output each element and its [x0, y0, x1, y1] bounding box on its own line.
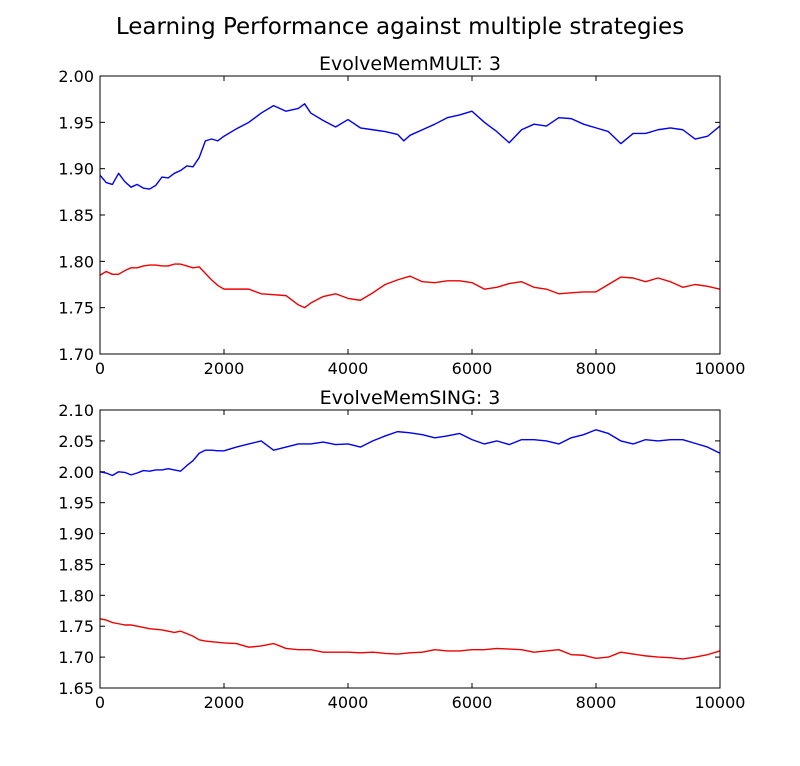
- y-tick-label: 2.10: [58, 401, 94, 420]
- x-tick-label: 4000: [328, 359, 369, 378]
- x-tick-label: 6000: [452, 359, 493, 378]
- x-tick-label: 2000: [204, 359, 245, 378]
- y-tick-label: 1.80: [58, 252, 94, 271]
- subplot-title: EvolveMemSING: 3: [320, 387, 501, 409]
- subplot-2: 0 2000 4000 6000 8000 10000 1.65 1.70 1.75 1.80 1.…: [58, 387, 745, 712]
- series-line-2: [99, 263, 721, 309]
- y-tick-label: 2.00: [58, 463, 94, 482]
- series-line-2: [99, 618, 721, 660]
- subplot-1: 0 2000 4000 6000 8000 10000 1.70 1.75 1.80 1.85 1.…: [58, 53, 745, 378]
- x-tick-label: 8000: [576, 693, 617, 712]
- y-tick-label: 1.75: [58, 617, 94, 636]
- y-tick-label: 1.80: [58, 586, 94, 605]
- x-tick-label: 0: [95, 359, 105, 378]
- x-tick-label: 2000: [204, 693, 245, 712]
- y-tick-label: 1.85: [58, 206, 94, 225]
- x-tick-label: 10000: [695, 693, 746, 712]
- y-tick-label: 1.95: [58, 113, 94, 132]
- subplot-title: EvolveMemMULT: 3: [319, 53, 501, 75]
- x-tick-label: 6000: [452, 693, 493, 712]
- y-tick-label: 2.05: [58, 432, 94, 451]
- x-tick-label: 4000: [328, 693, 369, 712]
- y-tick-label: 1.75: [58, 299, 94, 318]
- series-line-1: [99, 429, 721, 477]
- y-tick-label: 1.85: [58, 555, 94, 574]
- axes-frame: [99, 409, 721, 689]
- y-tick-label: 1.90: [58, 160, 94, 179]
- y-tick-label: 1.95: [58, 494, 94, 513]
- x-tick-label: 10000: [695, 359, 746, 378]
- series-line-1: [99, 103, 721, 190]
- x-tick-label: 8000: [576, 359, 617, 378]
- x-tick-label: 0: [95, 693, 105, 712]
- y-tick-label: 1.90: [58, 525, 94, 544]
- y-tick-label: 2.00: [58, 67, 94, 86]
- y-tick-label: 1.70: [58, 648, 94, 667]
- figure-title: Learning Performance against multiple st…: [116, 14, 684, 40]
- y-tick-label: 1.65: [58, 679, 94, 698]
- y-tick-label: 1.70: [58, 345, 94, 364]
